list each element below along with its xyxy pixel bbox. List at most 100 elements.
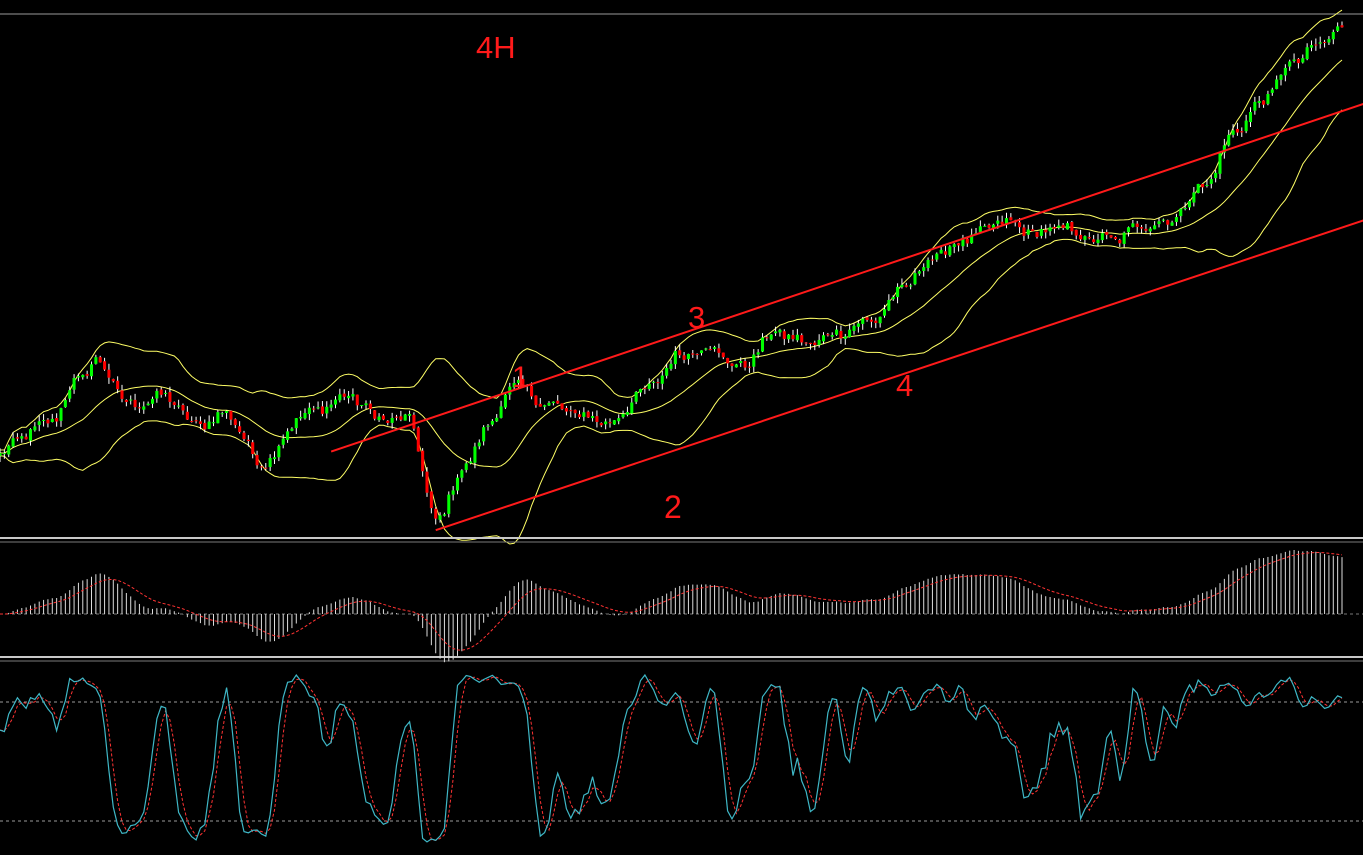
candle-body: [447, 494, 451, 514]
candle-body: [63, 400, 67, 408]
candle-body: [198, 421, 202, 424]
candle: [486, 423, 490, 431]
candle-body: [1113, 236, 1117, 240]
pane-separators: [0, 537, 1363, 662]
candle-body: [1279, 74, 1283, 80]
candle: [198, 416, 202, 430]
candle: [1096, 233, 1100, 247]
candle: [621, 410, 625, 419]
candle: [978, 220, 982, 233]
candle: [72, 374, 76, 394]
candle-body: [373, 410, 377, 419]
candle: [861, 316, 865, 330]
candle-body: [852, 325, 856, 331]
candle: [512, 377, 516, 390]
candle: [1262, 100, 1266, 108]
candle-body: [59, 408, 63, 421]
trendline-upper: [330, 102, 1363, 453]
candle: [904, 282, 908, 288]
candle: [965, 236, 969, 247]
candle: [338, 388, 342, 403]
candle: [107, 363, 111, 384]
candle: [625, 406, 629, 417]
candle: [1074, 229, 1078, 240]
candle: [1205, 179, 1209, 188]
candle-body: [1144, 228, 1148, 231]
candle-body: [329, 404, 333, 408]
candle-body: [669, 363, 673, 369]
candle-body: [800, 335, 804, 343]
candle: [760, 333, 765, 353]
candle-body: [495, 417, 499, 422]
candle: [1061, 223, 1065, 231]
candle-body: [455, 477, 460, 491]
candle: [730, 363, 734, 372]
candle-body: [978, 226, 982, 233]
candle-body: [1031, 229, 1035, 232]
candle-body: [821, 335, 826, 342]
candle: [120, 384, 124, 403]
candle: [1292, 53, 1296, 63]
candle: [216, 409, 220, 424]
candle: [543, 404, 547, 411]
candle-body: [303, 412, 307, 419]
candle-body: [386, 420, 390, 423]
candle: [63, 398, 67, 408]
candle-body: [595, 416, 599, 422]
candle: [1109, 235, 1113, 239]
candle-body: [242, 432, 246, 440]
candle-body: [482, 427, 486, 442]
candle: [255, 450, 259, 469]
candle: [251, 439, 255, 459]
candle-body: [1100, 233, 1104, 241]
candle: [351, 388, 355, 401]
candle-body: [1262, 100, 1266, 105]
candles: [0, 21, 1344, 525]
candle: [917, 269, 921, 276]
candle-body: [891, 296, 895, 300]
candle: [682, 351, 686, 364]
candle-body: [460, 470, 464, 478]
candle-body: [983, 225, 987, 227]
candle: [647, 378, 651, 391]
candle-body: [1131, 223, 1135, 227]
candle: [708, 345, 712, 351]
candle: [930, 255, 934, 265]
candle-body: [665, 368, 669, 376]
candle-body: [1336, 26, 1340, 31]
candle: [1083, 235, 1087, 246]
candle: [20, 433, 24, 443]
candle: [473, 442, 477, 469]
candle: [804, 342, 808, 346]
candle: [272, 451, 277, 464]
candle-body: [621, 413, 625, 418]
candle: [85, 370, 89, 379]
candle: [874, 317, 878, 329]
candle: [521, 375, 525, 385]
candle-body: [1079, 234, 1083, 240]
candle-body: [120, 390, 124, 399]
candle: [150, 396, 155, 408]
candle: [643, 385, 647, 395]
candle-body: [277, 445, 281, 458]
candle: [194, 416, 198, 424]
candle-body: [556, 400, 560, 404]
candle-body: [1004, 218, 1009, 224]
candle: [68, 386, 72, 403]
candle: [551, 401, 555, 406]
candle-body: [1196, 183, 1200, 193]
candle: [325, 401, 329, 419]
candle: [1218, 151, 1222, 180]
candle-body: [264, 467, 268, 469]
candle: [891, 295, 895, 301]
candle: [830, 332, 834, 340]
candle: [765, 335, 769, 341]
candle: [28, 428, 33, 446]
candle-body: [530, 385, 534, 397]
candle: [1122, 231, 1126, 248]
candle: [364, 400, 368, 409]
candle-body: [630, 402, 634, 414]
candle: [316, 401, 320, 410]
candle: [987, 223, 991, 229]
candle-body: [1026, 229, 1030, 235]
